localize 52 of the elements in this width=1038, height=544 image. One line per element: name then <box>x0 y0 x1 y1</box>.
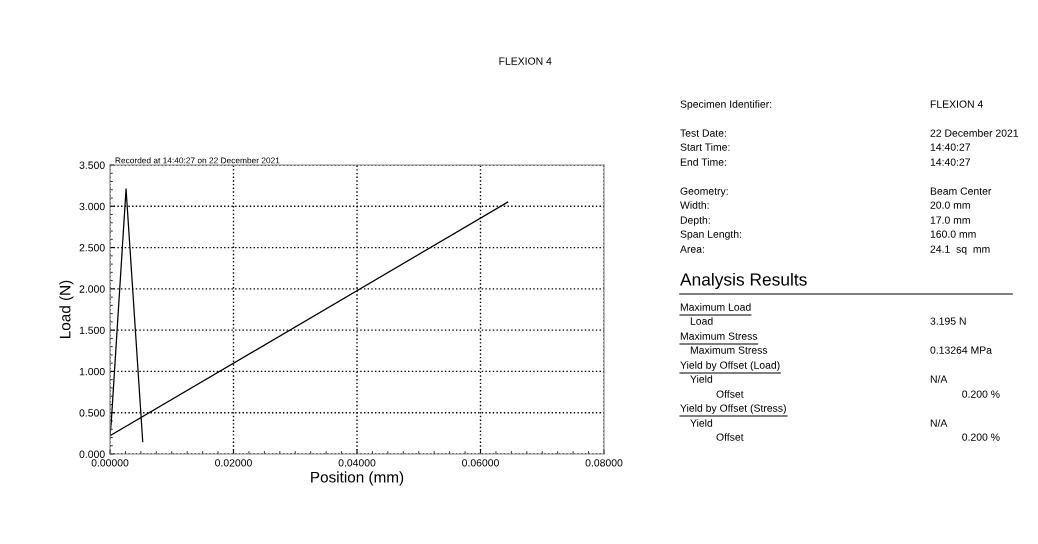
y-tick-label: 1.000 <box>79 367 105 376</box>
x-tick-label: 0.08000 <box>585 459 623 467</box>
y-tick-label: 0.000 <box>79 450 105 458</box>
x-tick-label: 0.04000 <box>338 459 376 467</box>
text: N/A <box>930 375 948 383</box>
text: Beam Center <box>930 187 992 195</box>
text: 14:40:27 <box>930 158 971 166</box>
text: N/A <box>930 419 948 427</box>
text: Offset <box>716 390 744 398</box>
text: 22 December 2021 <box>930 129 1019 137</box>
text: Maximum Stress <box>680 332 758 340</box>
x-tick-label: 0.02000 <box>215 459 252 467</box>
text: Geometry: <box>680 187 728 197</box>
y-tick-label: 3.500 <box>79 161 105 169</box>
y-tick-label: 2.000 <box>79 285 105 293</box>
text: Maximum Stress <box>690 346 768 354</box>
y-tick-label: 1.500 <box>79 326 105 335</box>
text: 160.0 mm <box>930 230 976 238</box>
text: 14:40:27 <box>930 143 971 151</box>
text: End Time: <box>680 158 726 166</box>
text: 17.0 mm <box>930 216 970 224</box>
text: 0.200 % <box>962 433 1000 441</box>
text: Span Length: <box>680 230 742 240</box>
text: Recorded at 14:40:27 on 22 December 2021 <box>115 157 280 164</box>
y-axis-title: Load (N) <box>59 280 74 338</box>
y-tick-label: 2.500 <box>79 244 105 252</box>
text: Area: <box>680 245 704 253</box>
x-axis-title: Position (mm) <box>311 471 404 486</box>
text: Width: <box>680 201 709 209</box>
text: Offset <box>716 433 744 441</box>
text: Load <box>690 317 713 325</box>
text: Start Time: <box>680 143 730 151</box>
text: 0.200 % <box>962 390 1000 398</box>
text: 24.1 sq mm <box>930 245 990 255</box>
text: 3.195 N <box>930 317 966 325</box>
y-tick-label: 0.500 <box>79 409 105 417</box>
text: Yield <box>690 419 713 427</box>
text: Yield by Offset (Stress) <box>680 404 786 414</box>
chart-title: FLEXION 4 <box>499 57 552 65</box>
x-tick-label: 0.06000 <box>462 459 499 467</box>
y-tick-label: 3.000 <box>79 202 105 211</box>
text: Yield by Offset (Load) <box>680 361 780 371</box>
text: FLEXION 4 <box>930 100 983 108</box>
text: 20.0 mm <box>930 201 970 209</box>
text: Yield <box>690 375 713 383</box>
text: Test Date: <box>680 129 726 137</box>
text: Depth: <box>680 216 710 226</box>
text: 0.13264 MPa <box>930 346 992 354</box>
text: Maximum Load <box>680 303 751 311</box>
text: Analysis Results <box>680 272 807 290</box>
x-tick-label: 0.00000 <box>91 459 129 467</box>
text: Specimen Identifier: <box>680 100 772 110</box>
